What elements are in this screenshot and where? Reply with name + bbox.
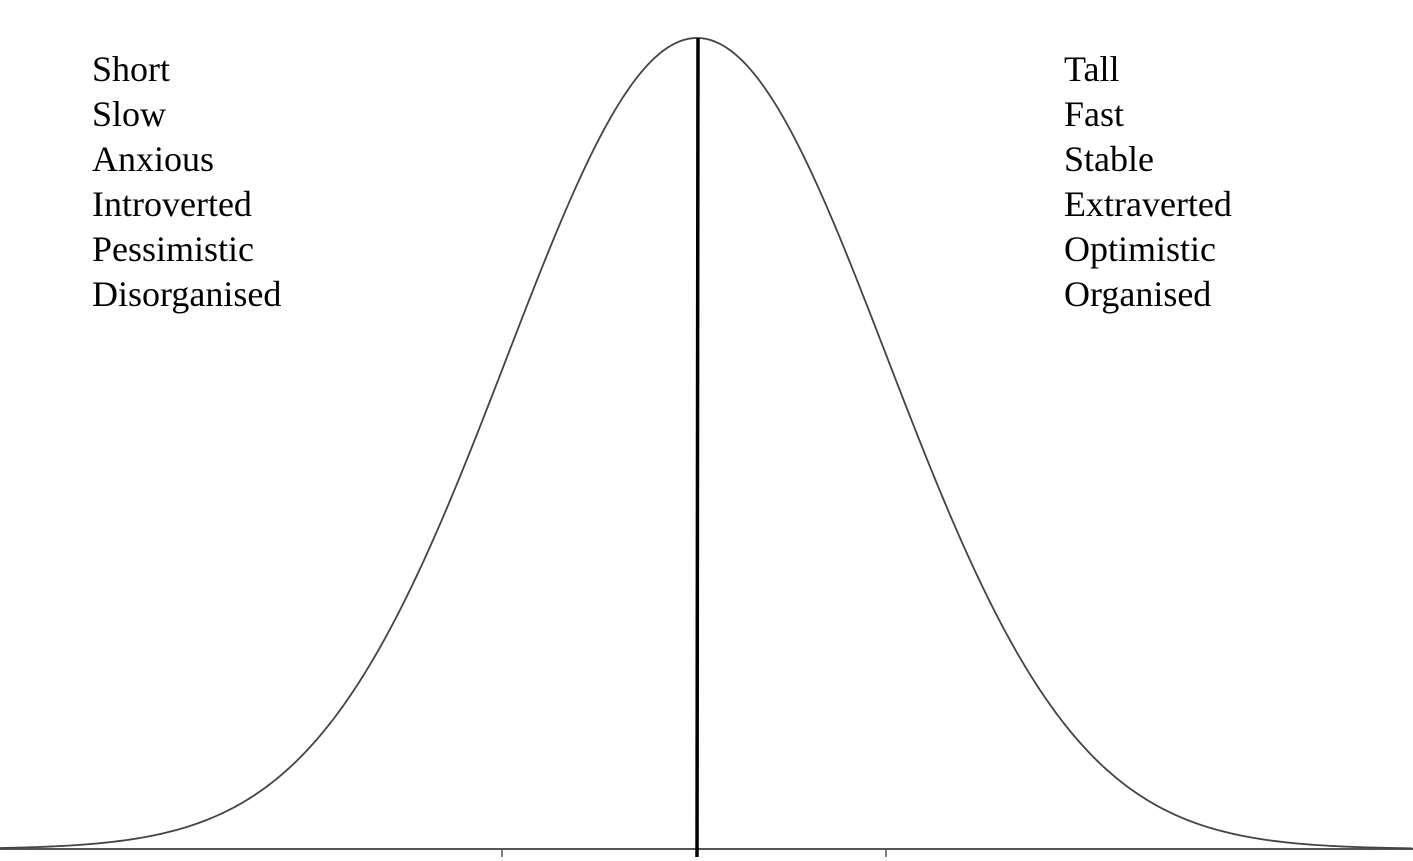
- right-trait-label: Extraverted: [1064, 184, 1232, 224]
- left-trait-label: Disorganised: [92, 274, 282, 314]
- left-trait-label: Short: [92, 49, 171, 89]
- right-trait-label: Fast: [1064, 94, 1125, 134]
- left-trait-label: Introverted: [92, 184, 252, 224]
- right-trait-label: Stable: [1064, 139, 1154, 179]
- mean-line: [695, 37, 700, 858]
- normal-distribution-curve: [0, 37, 1413, 850]
- left-trait-label: Pessimistic: [92, 229, 255, 269]
- left-trait-label: Anxious: [92, 139, 215, 179]
- right-trait-list: Tall Fast Stable Extraverted Optimistic …: [1064, 47, 1232, 317]
- right-trait-label: Optimistic: [1064, 229, 1216, 269]
- left-trait-label: Slow: [92, 94, 167, 134]
- left-trait-list: Short Slow Anxious Introverted Pessimist…: [92, 47, 281, 317]
- right-trait-label: Tall: [1064, 49, 1120, 89]
- right-trait-label: Organised: [1064, 274, 1212, 314]
